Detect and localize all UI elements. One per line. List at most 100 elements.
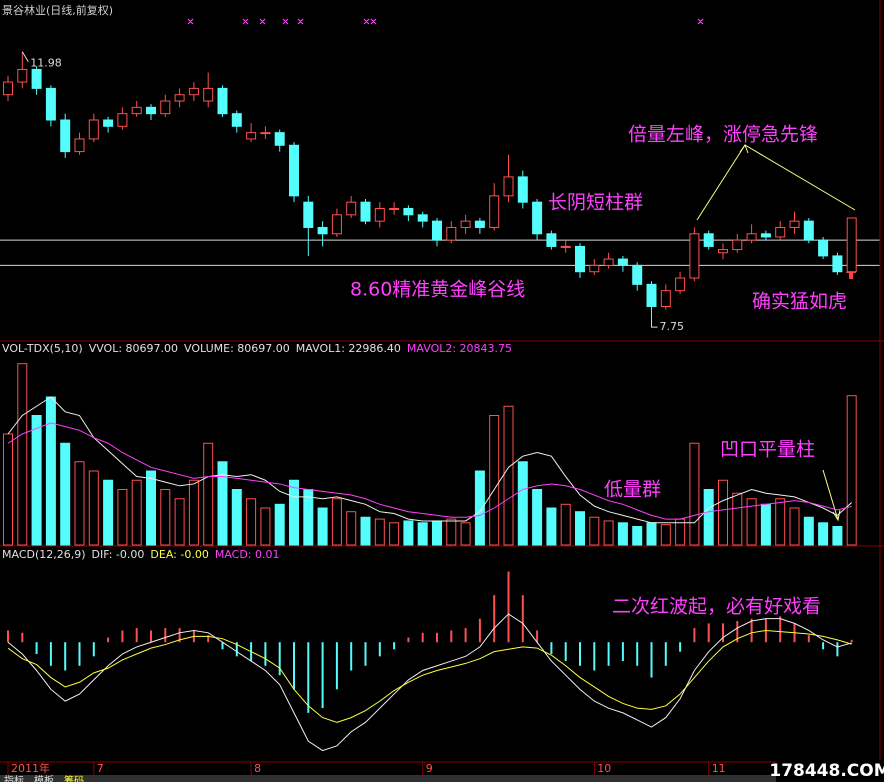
volume-bar — [131, 479, 142, 546]
candle-body — [646, 283, 657, 307]
candle-body — [174, 94, 185, 102]
volume-bar — [546, 507, 557, 546]
volume-bar — [646, 522, 657, 546]
volume-bar — [746, 498, 757, 546]
volume-bar — [389, 522, 400, 546]
candle-body — [532, 201, 543, 235]
annotation: 低量群 — [604, 479, 661, 501]
volume-bar — [718, 479, 728, 546]
tab[interactable]: 指标 — [4, 774, 24, 782]
candle-body — [17, 68, 28, 83]
candle-body — [331, 214, 342, 235]
date-label: 7 — [97, 762, 104, 775]
low-pointer — [651, 319, 658, 328]
candle-body — [603, 258, 614, 266]
volume-bar — [818, 522, 829, 546]
date-label: 8 — [254, 762, 261, 775]
candle-body — [117, 113, 128, 127]
candle-body — [260, 132, 271, 135]
indicator-header: DIF: -0.00 — [92, 548, 145, 561]
annotation: 8.60精准黄金峰谷线 — [350, 279, 525, 301]
volume-bar — [732, 492, 743, 546]
indicator-header: MACD(12,26,9) — [2, 548, 86, 561]
tab-bar — [0, 775, 884, 782]
tab[interactable]: 筹码 — [64, 774, 84, 782]
candle-body — [846, 217, 857, 273]
candle-body — [374, 208, 385, 222]
volume-bar — [260, 507, 271, 546]
candle-body — [146, 106, 156, 115]
volume-bar — [489, 415, 500, 546]
date-label: 9 — [426, 762, 433, 775]
watermark-bg — [776, 760, 884, 782]
candle-body — [589, 264, 600, 273]
volume-bar — [775, 498, 786, 546]
volume-bar — [3, 433, 13, 546]
volume-bar — [188, 479, 199, 546]
candle-body — [389, 208, 400, 211]
tab[interactable]: 模板 — [34, 774, 54, 782]
volume-bar — [317, 507, 328, 546]
candle-body — [732, 239, 743, 251]
volume-bar — [174, 498, 185, 546]
candle-body — [88, 119, 99, 140]
candle-body — [775, 226, 786, 238]
indicator-header: DEA: -0.00 — [150, 548, 208, 561]
candle-body — [832, 255, 843, 273]
candle-body — [60, 119, 71, 153]
high-label: 11.98 — [30, 57, 62, 70]
candle-body — [789, 220, 800, 228]
candle-body — [74, 138, 85, 153]
candle-body — [446, 226, 457, 241]
volume-bar — [503, 405, 514, 546]
volume-bar — [575, 511, 585, 546]
indicator-header: MACD: 0.01 — [215, 548, 280, 561]
candle-body — [45, 87, 56, 121]
annotation: 凹口平量柱 — [720, 439, 815, 461]
watermark: 178448.COM — [769, 761, 884, 781]
candle-body — [746, 233, 757, 241]
volume-bar — [517, 461, 528, 546]
candle-body — [274, 132, 285, 146]
candle-body — [617, 258, 628, 266]
candle-body — [31, 68, 42, 89]
date-label: 10 — [597, 762, 611, 775]
indicator-header: MAVOL2: 20843.75 — [407, 342, 512, 355]
candle-body — [203, 87, 214, 102]
volume-bar — [74, 461, 85, 546]
indicator-header: VVOL: 80697.00 — [89, 342, 178, 355]
volume-bar — [560, 503, 571, 546]
volume-bar — [632, 526, 643, 546]
volume-bar — [203, 442, 214, 546]
candle-body — [803, 220, 814, 241]
candle-body — [417, 214, 428, 222]
indicator-line — [7, 422, 852, 520]
candle-body — [289, 144, 299, 197]
volume-bar — [303, 489, 314, 546]
up-arrow-icon — [846, 266, 856, 279]
candle-body — [546, 233, 557, 247]
arrow-head — [739, 143, 749, 154]
high-pointer — [21, 51, 29, 62]
candle-body — [474, 220, 485, 228]
volume-bar — [589, 516, 600, 546]
info-markers — [187, 18, 704, 25]
volume-bar — [117, 489, 128, 546]
stock-title: 景谷林业(日线,前复权) — [2, 3, 113, 17]
indicator-header: VOL-TDX(5,10) — [2, 342, 83, 355]
candle-body — [317, 226, 328, 235]
annotation: 二次红波起，必有好戏看 — [612, 596, 821, 618]
volume-bar — [789, 507, 800, 546]
candle-body — [703, 233, 714, 247]
volume-bar — [103, 479, 114, 546]
volume-bar — [417, 522, 428, 546]
volume-bar — [374, 518, 385, 546]
annotation: 倍量左峰，涨停急先锋 — [628, 124, 818, 146]
candle-body — [303, 201, 314, 228]
candle-body — [689, 233, 700, 279]
candle-body — [346, 201, 357, 216]
volume-bar — [60, 442, 71, 546]
indicator-header: VOLUME: 80697.00 — [184, 342, 290, 355]
volume-bar — [17, 363, 28, 546]
